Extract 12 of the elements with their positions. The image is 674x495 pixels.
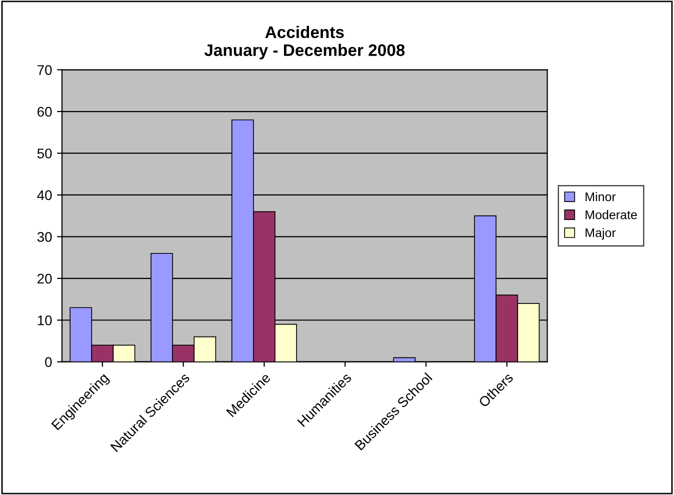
- y-tick-label: 20: [38, 274, 52, 284]
- legend-label: Major: [586, 228, 616, 240]
- chart-title: Accidents January - December 2008: [204, 26, 405, 60]
- y-tick-label: 10: [38, 315, 52, 326]
- legend-label: Minor: [586, 192, 616, 202]
- legend-label: Moderate: [586, 210, 637, 220]
- y-tick-label: 50: [37, 148, 52, 158]
- y-tick-label: 60: [38, 106, 52, 117]
- y-tick-label: 70: [38, 65, 52, 75]
- y-tick-label: 0: [45, 357, 52, 368]
- y-tick-label: 30: [37, 232, 52, 242]
- y-tick-label: 40: [37, 190, 52, 200]
